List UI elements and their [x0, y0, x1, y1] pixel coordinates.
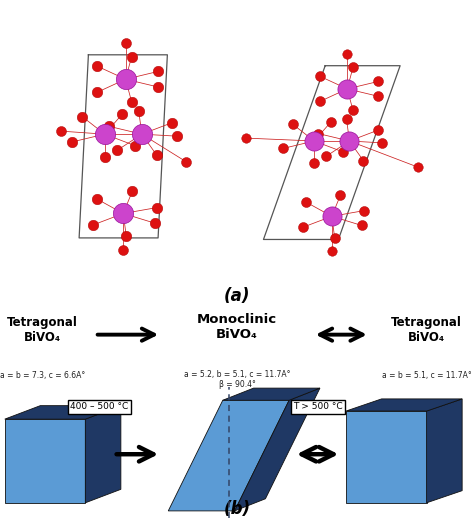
Point [344, 137, 351, 145]
Point [173, 132, 180, 140]
Text: T > 500 °C: T > 500 °C [293, 403, 342, 412]
Point [331, 234, 338, 242]
Point [128, 98, 136, 106]
Text: a = 5.2, b = 5.1, c = 11.7A°
β = 90.4°: a = 5.2, b = 5.1, c = 11.7A° β = 90.4° [184, 370, 290, 389]
Point [289, 120, 297, 129]
Point [337, 191, 344, 199]
Polygon shape [5, 419, 85, 503]
Text: Tetragonal
BiVO₄: Tetragonal BiVO₄ [7, 316, 78, 344]
Text: 400 – 500 °C: 400 – 500 °C [71, 403, 128, 412]
Point [138, 130, 146, 138]
Point [303, 198, 310, 207]
Point [379, 139, 386, 147]
Point [119, 209, 127, 217]
Point [344, 85, 351, 93]
Point [168, 118, 176, 127]
Point [242, 134, 250, 142]
Point [93, 195, 100, 203]
Point [360, 157, 367, 165]
Point [316, 97, 324, 105]
Polygon shape [346, 411, 427, 503]
Point [343, 115, 350, 124]
Text: Tetragonal
BiVO₄: Tetragonal BiVO₄ [391, 316, 462, 344]
Point [135, 107, 143, 116]
Point [57, 127, 64, 135]
Text: Monoclinic
BiVO₄: Monoclinic BiVO₄ [197, 313, 277, 341]
Text: (b): (b) [223, 500, 251, 517]
Point [155, 67, 162, 76]
Point [344, 50, 351, 58]
Point [131, 142, 138, 150]
Point [310, 159, 318, 167]
Polygon shape [223, 388, 320, 400]
Point [122, 232, 130, 240]
Text: a = b = 7.3, c = 6.6A°: a = b = 7.3, c = 6.6A° [0, 371, 85, 380]
Point [101, 130, 109, 138]
Point [118, 110, 126, 118]
Point [328, 212, 336, 221]
Point [128, 52, 136, 61]
Point [151, 219, 159, 227]
Point [182, 157, 190, 166]
Point [136, 130, 143, 138]
Point [155, 83, 162, 91]
Point [113, 146, 121, 155]
Polygon shape [85, 406, 121, 503]
Point [374, 77, 382, 86]
Point [315, 129, 322, 138]
Point [346, 137, 353, 145]
Point [279, 144, 287, 153]
Point [119, 246, 127, 254]
Point [414, 163, 421, 171]
Point [316, 72, 324, 80]
Point [122, 75, 129, 84]
Point [349, 63, 357, 72]
Point [358, 221, 365, 229]
Point [327, 118, 335, 126]
Text: a = b = 5.1, c = 11.7A°: a = b = 5.1, c = 11.7A° [382, 371, 472, 380]
Point [128, 187, 136, 196]
Point [89, 221, 97, 229]
Point [79, 113, 86, 121]
Point [322, 152, 330, 160]
Polygon shape [235, 388, 320, 511]
Polygon shape [168, 400, 289, 511]
Point [93, 62, 101, 70]
Point [300, 223, 307, 231]
Point [339, 148, 346, 156]
Point [153, 203, 161, 212]
Point [68, 138, 76, 146]
Point [153, 151, 160, 159]
Point [374, 92, 382, 101]
Polygon shape [427, 399, 462, 503]
Point [349, 106, 357, 114]
Polygon shape [346, 399, 462, 411]
Point [310, 137, 318, 145]
Point [122, 38, 129, 47]
Point [328, 247, 336, 255]
Point [360, 207, 367, 215]
Point [374, 126, 382, 134]
Polygon shape [5, 406, 121, 419]
Point [101, 153, 109, 161]
Point [105, 122, 113, 130]
Text: (a): (a) [224, 287, 250, 305]
Point [93, 88, 101, 97]
